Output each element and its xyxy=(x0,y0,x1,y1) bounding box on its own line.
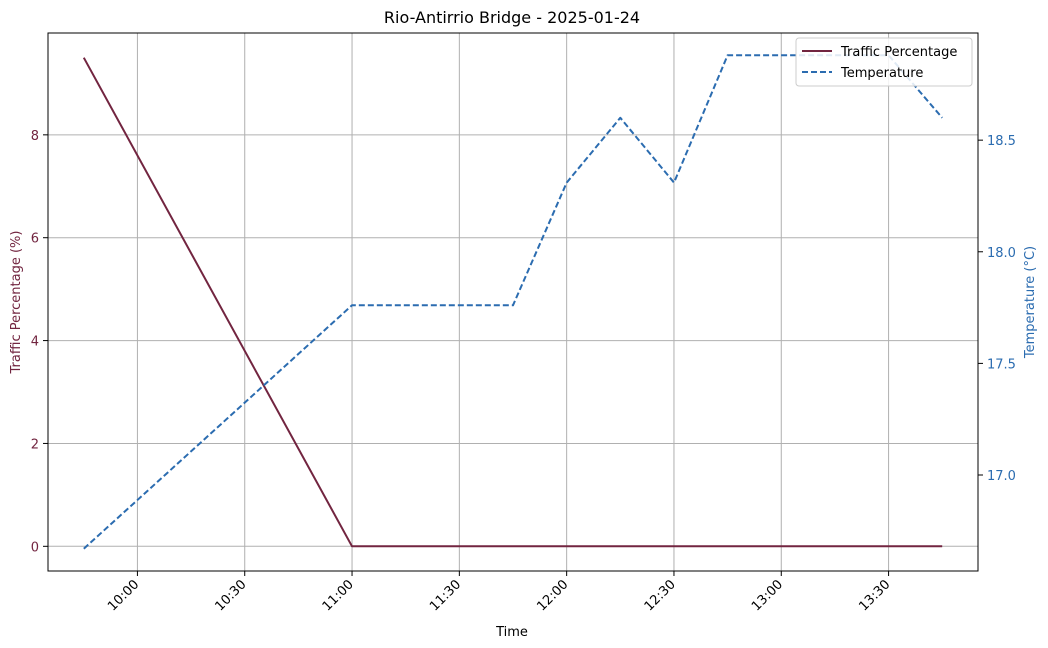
x-axis: 10:00 10:30 11:00 11:30 12:00 12:30 13:00 13:30 xyxy=(105,571,893,614)
legend-label-temperature: Temperature xyxy=(840,66,923,81)
y-right-axis-label: Temperature (°C) xyxy=(1023,246,1038,359)
x-axis-label: Time xyxy=(495,625,528,640)
x-tick-label: 13:00 xyxy=(749,577,786,614)
legend: Traffic Percentage Temperature xyxy=(795,37,973,87)
y-left-tick-label: 8 xyxy=(31,129,39,144)
x-tick-label: 11:00 xyxy=(320,577,357,614)
x-tick-label: 10:00 xyxy=(105,577,142,614)
y-left-tick-label: 6 xyxy=(31,232,39,247)
legend-label-traffic: Traffic Percentage xyxy=(840,45,957,60)
y-right-tick-label: 17.5 xyxy=(987,357,1016,372)
y-right-axis: 17.0 17.5 18.0 18.5 xyxy=(978,134,1016,484)
plot-frame xyxy=(47,32,979,572)
grid xyxy=(48,33,978,571)
x-tick-label: 12:00 xyxy=(534,577,571,614)
x-tick-label: 12:30 xyxy=(642,577,679,614)
legend-box xyxy=(795,37,973,87)
y-left-tick-label: 0 xyxy=(31,540,39,555)
x-tick-label: 11:30 xyxy=(427,577,464,614)
y-left-tick-label: 2 xyxy=(31,437,39,452)
chart-title: Rio-Antirrio Bridge - 2025-01-24 xyxy=(384,8,640,27)
series-line-temperature xyxy=(83,54,943,550)
y-right-tick-label: 18.5 xyxy=(987,134,1016,149)
series-line-traffic-percentage xyxy=(82,57,943,548)
y-left-axis: 0 2 4 6 8 xyxy=(31,129,48,555)
y-right-tick-label: 18.0 xyxy=(987,246,1016,261)
y-left-axis-label: Traffic Percentage (%) xyxy=(9,231,24,375)
series-layer xyxy=(82,54,943,550)
y-right-tick-label: 17.0 xyxy=(987,469,1016,484)
x-tick-label: 10:30 xyxy=(212,577,249,614)
y-left-tick-label: 4 xyxy=(31,335,39,350)
x-tick-label: 13:30 xyxy=(856,577,893,614)
